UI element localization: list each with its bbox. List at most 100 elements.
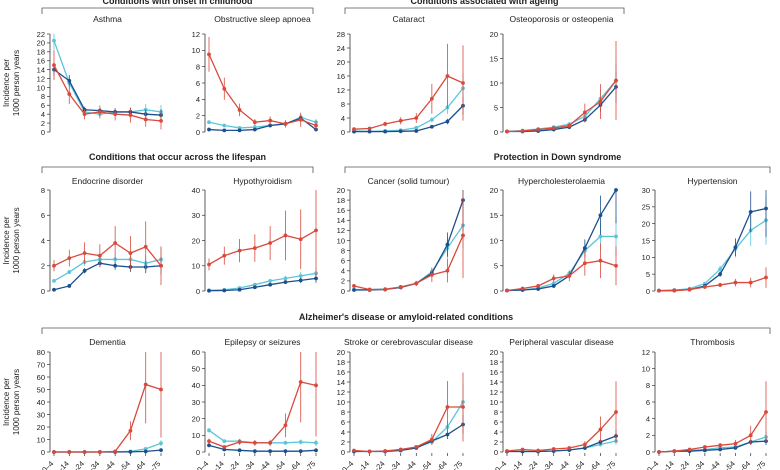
series-dark-blue: [207, 443, 318, 454]
data-point: [207, 288, 211, 293]
y-tick-label: 20: [37, 423, 45, 432]
y-tick-label: 0: [341, 128, 345, 137]
y-tick-label: 2: [341, 438, 345, 447]
data-point: [567, 273, 572, 278]
data-point: [113, 241, 118, 245]
data-point: [222, 86, 227, 91]
data-point: [143, 117, 148, 122]
y-tick-label: 20: [337, 348, 345, 357]
y-tick-label: 40: [192, 381, 200, 390]
y-tick-label: 4: [341, 267, 345, 276]
y-tick-label: 10: [490, 79, 498, 88]
data-point: [582, 261, 587, 266]
y-tick-label: 80: [37, 348, 45, 357]
y-tick-label: 0: [494, 128, 498, 137]
data-point: [598, 234, 603, 239]
y-axis-label-line: 1000 person years: [12, 50, 21, 116]
y-tick-label: 60: [192, 348, 200, 357]
data-point: [143, 449, 148, 454]
x-tick-label: –14: [210, 459, 225, 470]
y-tick-label: 12: [337, 388, 345, 397]
y-tick-label: 2: [494, 438, 498, 447]
y-tick-label: 40: [192, 186, 200, 195]
data-point: [283, 280, 288, 285]
y-tick-label: 20: [642, 219, 650, 228]
section-bracket: Conditions that occur across the lifespa…: [41, 152, 314, 173]
data-point: [657, 288, 661, 293]
data-point: [314, 440, 318, 445]
data-point: [283, 121, 288, 126]
series-dark-blue: [352, 190, 465, 292]
y-tick-label: 4: [341, 114, 345, 123]
data-point: [429, 117, 434, 122]
y-axis-label-line: Incidence per: [2, 216, 11, 264]
data-point: [383, 122, 388, 126]
chart-panel: Peripheral vascular disease 0246810121416…: [490, 337, 618, 470]
data-point: [298, 449, 303, 454]
y-tick-label: 4: [41, 110, 45, 119]
data-point: [159, 441, 163, 446]
data-point: [733, 280, 738, 285]
data-point: [429, 437, 434, 442]
data-point: [252, 127, 257, 132]
data-point: [598, 427, 603, 432]
series-line: [506, 411, 617, 452]
x-tick-label: –34: [241, 459, 256, 470]
data-point: [128, 428, 133, 433]
chart-panel: Hypercholesterolaemia 0 5 10 15 20: [490, 176, 618, 296]
data-point: [97, 253, 102, 258]
y-tick-label: 20: [490, 186, 498, 195]
y-tick-label: 6: [41, 101, 45, 110]
data-point: [298, 278, 303, 283]
section-bracket: Alzheimer's disease or amyloid-related c…: [41, 312, 771, 334]
y-tick-label: 6: [646, 398, 650, 407]
data-point: [82, 251, 87, 256]
series-line: [506, 260, 617, 292]
panel-title: Cataract: [392, 14, 425, 24]
data-point: [252, 449, 257, 454]
series-red: [52, 221, 163, 286]
data-point: [237, 248, 242, 253]
y-tick-label: 6: [494, 418, 498, 427]
data-point: [52, 450, 56, 454]
y-tick-label: 2: [341, 277, 345, 286]
data-point: [536, 287, 541, 291]
data-point: [582, 110, 587, 115]
data-point: [222, 445, 227, 449]
series-red: [207, 190, 318, 277]
data-point: [567, 446, 572, 450]
series-light-blue: [352, 384, 465, 454]
data-point: [97, 110, 102, 114]
series-red: [352, 372, 465, 454]
panel-title: Hypothyroidism: [233, 176, 292, 186]
data-point: [672, 449, 677, 454]
x-tick-label: –34: [86, 459, 101, 470]
data-point: [536, 448, 541, 453]
panel-title: Cancer (solid tumour): [368, 176, 450, 186]
data-point: [598, 258, 603, 263]
data-point: [314, 123, 318, 128]
y-tick-label: 30: [642, 186, 650, 195]
series-light-blue: [352, 73, 465, 134]
series-red: [207, 352, 318, 449]
chart-panel: Hypothyroidism 0 10 20 30 40: [192, 176, 318, 296]
data-point: [614, 234, 618, 239]
y-axis-label: Incidence per 1000 person years: [2, 207, 21, 273]
series-red: [52, 50, 163, 130]
data-point: [551, 276, 556, 281]
y-tick-label: 18: [337, 358, 345, 367]
data-point: [298, 440, 303, 444]
x-tick-label: –64: [287, 459, 302, 470]
data-point: [748, 209, 753, 214]
y-tick-label: 20: [37, 39, 45, 48]
data-point: [718, 447, 723, 452]
data-point: [128, 251, 133, 256]
data-point: [207, 443, 211, 448]
data-point: [582, 442, 587, 447]
data-point: [128, 449, 133, 454]
data-point: [461, 81, 465, 85]
y-axis-label-line: 1000 person years: [12, 207, 21, 273]
chart-panel: Cataract 0 4 8 12 16 20 24 28: [337, 14, 465, 137]
y-tick-label: 14: [37, 65, 45, 74]
